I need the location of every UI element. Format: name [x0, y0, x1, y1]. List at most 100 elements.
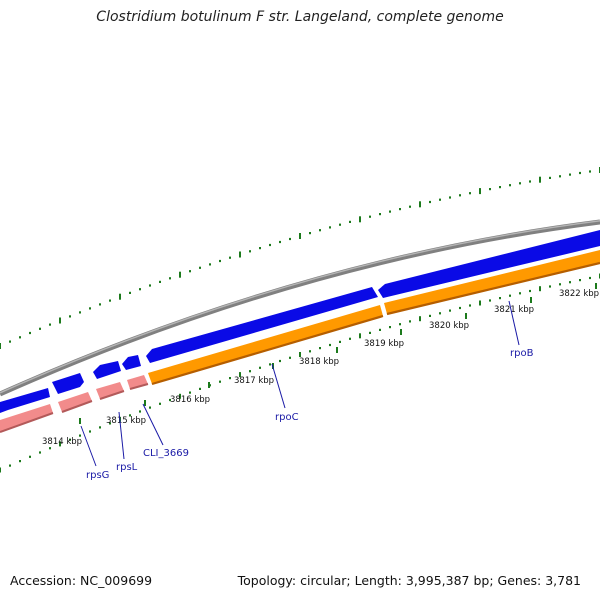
ring-dot	[349, 337, 351, 340]
ring-dot	[579, 171, 581, 175]
ring-dot	[429, 200, 431, 204]
rna-segment	[0, 404, 53, 432]
ring-dot	[219, 380, 221, 383]
ring-dot	[499, 297, 501, 300]
ring-dot	[479, 300, 481, 306]
gene-label-rpoB: rpoB	[510, 348, 534, 359]
gene-arrow	[148, 305, 383, 384]
ring-dot	[249, 370, 251, 373]
ring-dot	[19, 336, 21, 339]
ring-dot	[309, 232, 311, 235]
ring-dot	[199, 266, 201, 269]
tick-label: 3819 kbp	[364, 339, 404, 349]
ring-dot	[59, 317, 61, 324]
leader-line	[118, 411, 125, 460]
ring-dot	[459, 194, 461, 197]
tick-label: 3816 kbp	[170, 395, 210, 405]
ring-dot	[289, 237, 291, 241]
tick-label: 3818 kbp	[299, 357, 339, 367]
ring-dot	[379, 328, 381, 331]
ring-dot	[149, 406, 151, 409]
ring-dot	[399, 208, 401, 211]
ring-dot	[509, 184, 511, 187]
ring-dot	[9, 340, 11, 343]
ring-dot	[169, 398, 171, 402]
ring-dot	[89, 307, 91, 310]
ring-dot	[569, 173, 571, 176]
ring-dot	[99, 303, 101, 306]
gene-arrow	[146, 287, 378, 363]
genome-backbone	[0, 219, 600, 397]
ring-dot	[469, 304, 471, 307]
ring-dot	[459, 306, 461, 310]
ring-dot	[349, 220, 351, 223]
ring-dot	[149, 284, 151, 287]
ring-dot	[229, 256, 231, 259]
gene-label-CLI_3669: CLI_3669	[143, 448, 189, 459]
leader-line	[508, 300, 520, 346]
leader-line	[80, 425, 97, 467]
ring-dot	[159, 280, 161, 283]
ring-dot	[329, 343, 331, 347]
rna-genes	[0, 375, 148, 432]
ring-dot	[79, 311, 81, 314]
gene-arrow	[122, 355, 141, 370]
gene-arrow	[52, 373, 84, 394]
ring-dot	[109, 422, 111, 425]
ring-dot	[69, 438, 71, 441]
ring-dot	[239, 372, 241, 378]
ring-dot	[489, 299, 491, 302]
ring-dot	[429, 314, 431, 317]
tick-label: 3821 kbp	[494, 305, 534, 315]
page-title: Clostridium botulinum F str. Langeland, …	[96, 9, 504, 25]
gene-labels: rpsG rpsL CLI_3669 rpoC rpoB	[86, 348, 534, 481]
ring-dot	[0, 343, 1, 349]
ring-dot	[559, 283, 561, 286]
ring-dot	[319, 347, 321, 350]
genome-summary-text: Topology: circular; Length: 3,995,387 bp…	[237, 573, 581, 588]
ring-dot	[79, 434, 81, 437]
ring-dot	[549, 285, 551, 288]
tick-label: 3822 kbp	[559, 289, 599, 299]
ring-dot	[259, 366, 261, 369]
ring-dot	[569, 281, 571, 284]
ring-dot	[289, 356, 291, 359]
ring-dot	[419, 316, 421, 322]
ring-dot	[529, 289, 531, 293]
gene-arrow	[93, 361, 121, 379]
ring-dot	[519, 292, 521, 295]
ring-dot	[229, 377, 231, 380]
ring-dot	[189, 270, 191, 273]
ring-dot	[179, 271, 181, 278]
ring-dot	[389, 210, 391, 213]
ring-dot	[399, 323, 401, 326]
tick-label: 3820 kbp	[429, 321, 469, 331]
ring-dot	[139, 288, 141, 291]
accession-text: Accession: NC_009699	[10, 573, 153, 588]
ring-dot	[359, 216, 361, 223]
reverse-strand-genes	[148, 250, 600, 384]
ring-dot	[239, 251, 241, 258]
ring-dot	[409, 205, 411, 208]
ring-dot	[439, 198, 441, 201]
ring-dot	[419, 201, 421, 208]
ring-dot	[0, 467, 1, 473]
ring-dot	[139, 410, 141, 413]
ring-dot	[199, 387, 201, 390]
gene-label-rpsL: rpsL	[116, 462, 138, 473]
ring-dot	[49, 447, 51, 450]
ring-dot	[99, 426, 101, 429]
ring-dot	[369, 215, 371, 218]
ring-dot	[209, 263, 211, 266]
gene-label-leaders	[80, 300, 520, 467]
ring-dot	[29, 455, 31, 458]
tick-label: 3814 kbp	[42, 437, 82, 447]
ring-dot	[39, 327, 41, 330]
ring-dot	[589, 276, 591, 280]
ring-dot	[9, 464, 11, 467]
ring-dot	[169, 277, 171, 280]
ring-dot	[549, 176, 551, 179]
rna-segment	[58, 392, 92, 412]
gene-arrow	[384, 250, 600, 314]
ring-dot	[509, 294, 511, 297]
